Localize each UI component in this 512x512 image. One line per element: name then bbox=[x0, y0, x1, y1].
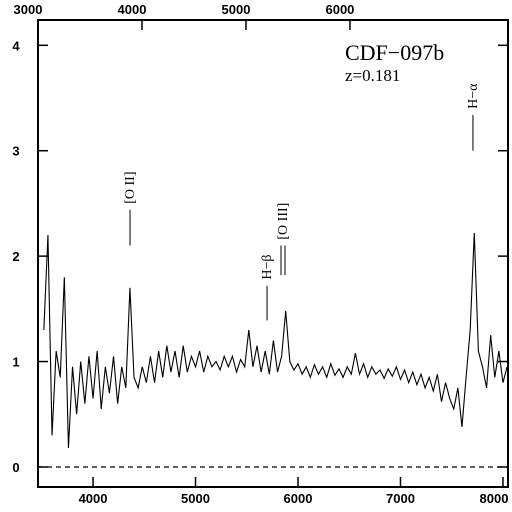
chart-subtitle: z=0.181 bbox=[345, 66, 400, 85]
y-tick-label: 0 bbox=[12, 460, 19, 475]
annotation-label: [O II] bbox=[123, 171, 138, 203]
x2-tick-label: 3000 bbox=[14, 2, 43, 17]
chart-title: CDF−097b bbox=[345, 40, 444, 65]
spectrum bbox=[43, 232, 508, 449]
y-tick-label: 3 bbox=[12, 144, 19, 159]
x-tick-label: 7000 bbox=[386, 491, 415, 506]
y-tick-label: 2 bbox=[12, 249, 19, 264]
x2-tick-label: 4000 bbox=[118, 2, 147, 17]
annotation-label: H−β bbox=[260, 255, 275, 280]
x-tick-label: 8000 bbox=[480, 491, 509, 506]
x2-tick-label: 5000 bbox=[222, 2, 251, 17]
x-tick-label: 4000 bbox=[79, 491, 108, 506]
y-tick-label: 4 bbox=[12, 38, 20, 53]
plot-frame bbox=[37, 19, 509, 488]
annotation-label: [O III] bbox=[276, 203, 291, 240]
x-tick-label: 5000 bbox=[181, 491, 210, 506]
annotation-label: H−α bbox=[466, 83, 481, 109]
x-tick-label: 6000 bbox=[284, 491, 313, 506]
x2-tick-label: 6000 bbox=[325, 2, 354, 17]
y-tick-label: 1 bbox=[12, 355, 19, 370]
